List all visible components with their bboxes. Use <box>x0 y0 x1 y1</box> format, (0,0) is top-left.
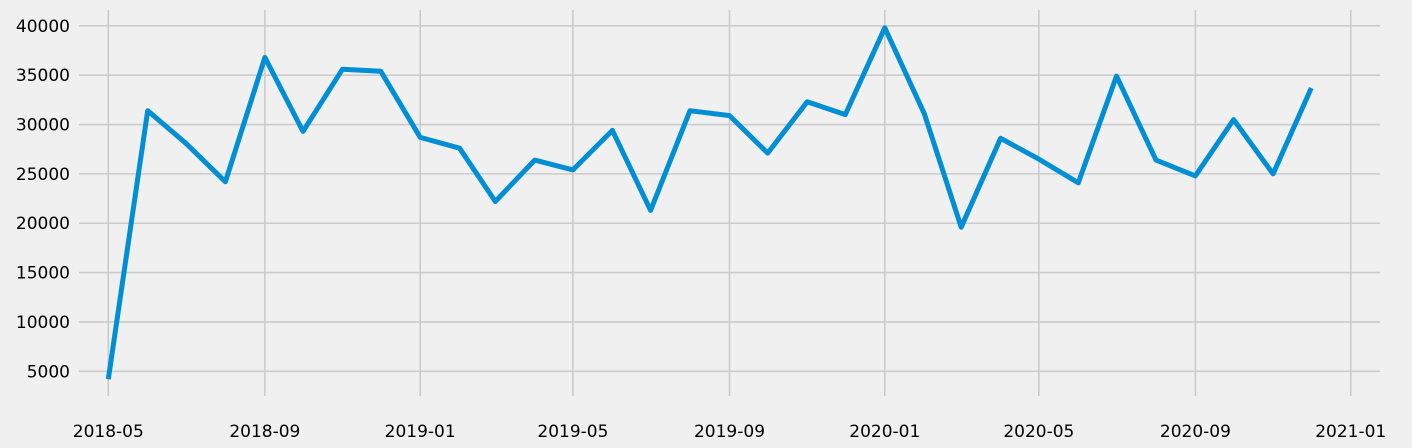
data-point <box>998 136 1003 141</box>
y-tick-label: 40000 <box>16 17 70 37</box>
data-point <box>493 199 498 204</box>
data-point <box>1114 74 1119 79</box>
series-line <box>105 25 1314 380</box>
data-point <box>1309 86 1314 91</box>
data-point <box>223 179 228 184</box>
data-point <box>340 67 345 72</box>
data-point <box>648 208 653 213</box>
data-point <box>1271 171 1276 176</box>
y-tick-label: 25000 <box>16 165 70 185</box>
x-tick-label: 2019-01 <box>385 422 456 442</box>
x-tick-label: 2020-09 <box>1160 422 1231 442</box>
data-point <box>1193 173 1198 178</box>
y-tick-label: 30000 <box>16 116 70 136</box>
data-point <box>843 112 848 117</box>
x-tick-label: 2021-01 <box>1315 422 1386 442</box>
series-layer <box>105 25 1314 382</box>
data-point <box>1036 157 1041 162</box>
y-tick-label: 35000 <box>16 66 70 86</box>
data-point <box>1231 117 1236 122</box>
data-point <box>418 135 423 140</box>
x-tick-label: 2019-05 <box>537 422 608 442</box>
data-point <box>262 55 267 60</box>
x-tick-label: 2019-09 <box>694 422 765 442</box>
data-point <box>610 128 615 133</box>
data-point <box>882 25 887 30</box>
data-point <box>1076 180 1081 185</box>
data-point <box>106 377 111 382</box>
x-tick-label: 2020-05 <box>1003 422 1074 442</box>
x-tick-label: 2018-05 <box>73 422 144 442</box>
data-point <box>457 146 462 151</box>
x-tick-label: 2020-01 <box>849 422 920 442</box>
y-tick-label: 5000 <box>27 362 70 382</box>
data-point <box>301 129 306 134</box>
y-tick-label: 15000 <box>16 264 70 284</box>
data-point <box>959 225 964 230</box>
data-point <box>378 69 383 74</box>
data-point <box>727 113 732 118</box>
y-tick-label: 10000 <box>16 313 70 333</box>
y-gridlines <box>79 24 1380 373</box>
data-point <box>805 99 810 104</box>
x-gridlines <box>107 10 1352 396</box>
data-point <box>688 108 693 113</box>
data-point <box>922 111 927 116</box>
data-point <box>570 167 575 172</box>
data-point <box>532 158 537 163</box>
data-point <box>765 151 770 156</box>
y-tick-labels: 5000 10000 15000 20000 25000 30000 35000 40000 <box>16 17 70 383</box>
data-point <box>145 108 150 113</box>
data-point <box>183 141 188 146</box>
x-tick-label: 2018-09 <box>229 422 300 442</box>
x-tick-labels: 2018-05 2018-09 2019-01 2019-05 2019-09 2020-… <box>73 422 1386 442</box>
y-tick-label: 20000 <box>16 214 70 234</box>
data-point <box>1154 158 1159 163</box>
